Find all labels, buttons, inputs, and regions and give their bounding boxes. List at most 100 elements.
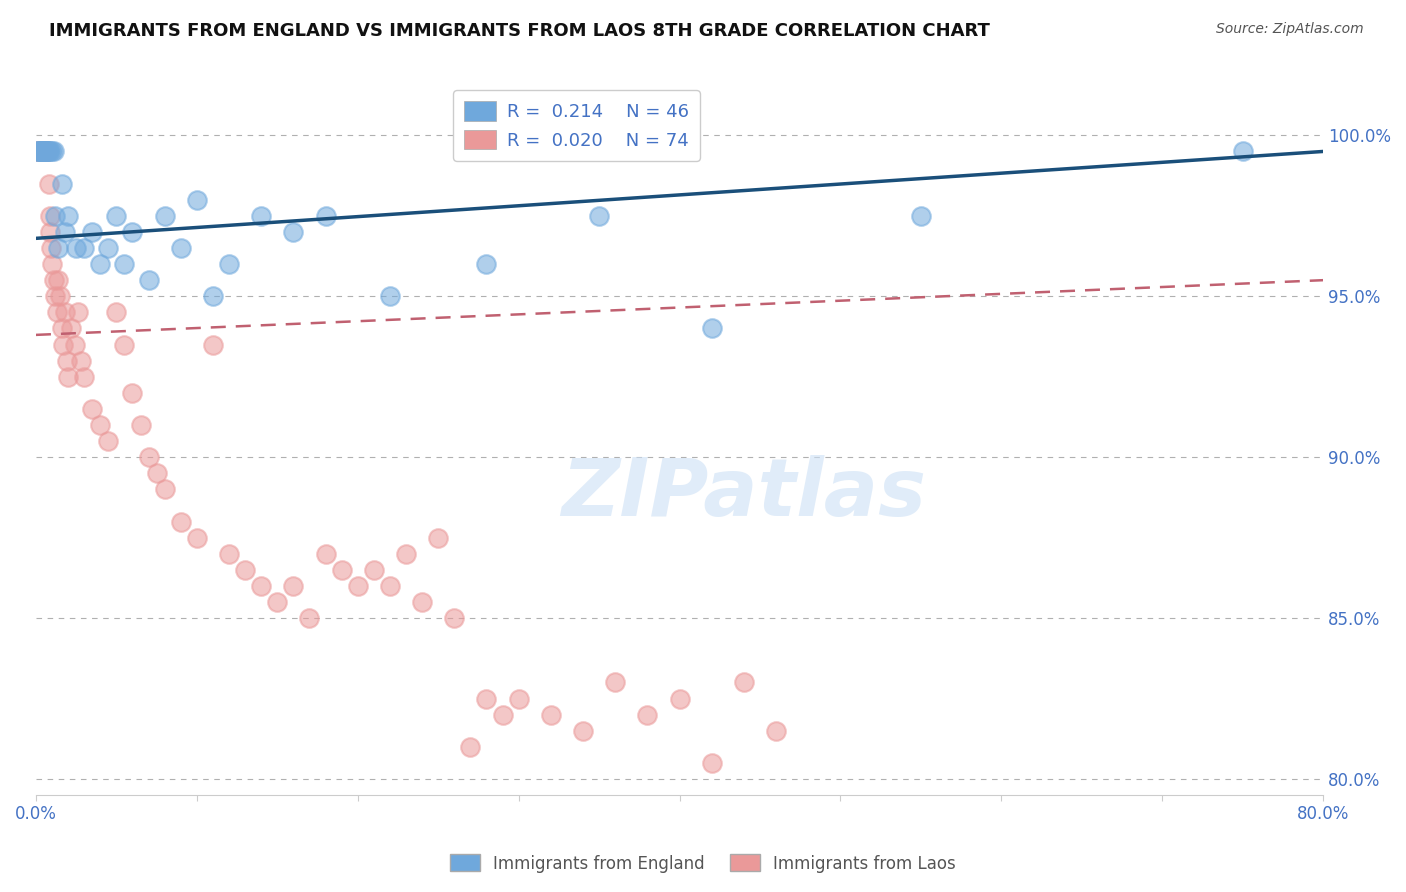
Point xyxy=(51,321,73,335)
Point xyxy=(39,241,62,255)
Point xyxy=(34,145,56,159)
Point xyxy=(82,401,104,416)
Point xyxy=(668,691,690,706)
Point xyxy=(138,450,160,465)
Point xyxy=(186,531,208,545)
Point xyxy=(114,337,136,351)
Text: Source: ZipAtlas.com: Source: ZipAtlas.com xyxy=(1216,22,1364,37)
Point xyxy=(32,145,55,159)
Point xyxy=(31,145,53,159)
Point xyxy=(427,531,450,545)
Point xyxy=(588,209,610,223)
Point xyxy=(31,145,53,159)
Point xyxy=(700,321,723,335)
Point xyxy=(39,225,62,239)
Point xyxy=(363,563,385,577)
Point xyxy=(910,209,932,223)
Point xyxy=(475,691,498,706)
Point xyxy=(41,257,63,271)
Point xyxy=(31,145,53,159)
Point xyxy=(53,225,76,239)
Point xyxy=(34,145,56,159)
Point xyxy=(44,289,66,303)
Point xyxy=(700,756,723,770)
Point xyxy=(56,369,79,384)
Point xyxy=(460,739,482,754)
Point xyxy=(28,145,51,159)
Point xyxy=(346,579,368,593)
Point xyxy=(32,145,55,159)
Point xyxy=(572,723,595,738)
Point xyxy=(70,353,93,368)
Point xyxy=(97,434,120,448)
Point xyxy=(49,289,72,303)
Point xyxy=(35,145,58,159)
Point xyxy=(52,337,75,351)
Point xyxy=(186,193,208,207)
Point xyxy=(44,209,66,223)
Point xyxy=(765,723,787,738)
Point xyxy=(27,145,49,159)
Point xyxy=(30,145,52,159)
Point xyxy=(37,145,59,159)
Text: ZIPatlas: ZIPatlas xyxy=(561,455,927,533)
Point xyxy=(28,145,51,159)
Point xyxy=(60,321,83,335)
Legend: R =  0.214    N = 46, R =  0.020    N = 74: R = 0.214 N = 46, R = 0.020 N = 74 xyxy=(453,90,700,161)
Point xyxy=(38,209,60,223)
Point xyxy=(733,675,755,690)
Point xyxy=(201,289,224,303)
Point xyxy=(34,145,56,159)
Point xyxy=(250,209,273,223)
Point xyxy=(283,225,305,239)
Point xyxy=(37,145,59,159)
Point xyxy=(89,417,111,432)
Point xyxy=(129,417,152,432)
Point xyxy=(27,145,49,159)
Point xyxy=(82,225,104,239)
Point xyxy=(73,241,96,255)
Point xyxy=(32,145,55,159)
Text: IMMIGRANTS FROM ENGLAND VS IMMIGRANTS FROM LAOS 8TH GRADE CORRELATION CHART: IMMIGRANTS FROM ENGLAND VS IMMIGRANTS FR… xyxy=(49,22,990,40)
Point xyxy=(32,145,55,159)
Point xyxy=(105,209,128,223)
Point xyxy=(38,177,60,191)
Point xyxy=(250,579,273,593)
Point xyxy=(283,579,305,593)
Point xyxy=(31,145,53,159)
Point xyxy=(30,145,52,159)
Point xyxy=(114,257,136,271)
Point xyxy=(39,145,62,159)
Point xyxy=(508,691,530,706)
Point xyxy=(48,241,70,255)
Point xyxy=(138,273,160,287)
Point xyxy=(28,145,51,159)
Point xyxy=(315,209,337,223)
Point xyxy=(153,209,176,223)
Point xyxy=(63,337,86,351)
Point xyxy=(153,483,176,497)
Point xyxy=(218,257,240,271)
Point xyxy=(443,611,465,625)
Point xyxy=(42,273,65,287)
Point xyxy=(55,353,77,368)
Point xyxy=(27,145,49,159)
Point xyxy=(89,257,111,271)
Point xyxy=(218,547,240,561)
Point xyxy=(330,563,353,577)
Point xyxy=(145,467,167,481)
Point xyxy=(605,675,627,690)
Point xyxy=(411,595,433,609)
Point xyxy=(34,145,56,159)
Point xyxy=(27,145,49,159)
Point xyxy=(266,595,288,609)
Point xyxy=(121,385,143,400)
Point xyxy=(45,305,67,319)
Point xyxy=(28,145,51,159)
Point xyxy=(636,707,658,722)
Point xyxy=(65,241,87,255)
Point xyxy=(105,305,128,319)
Point xyxy=(42,145,65,159)
Point xyxy=(298,611,321,625)
Point xyxy=(1232,145,1254,159)
